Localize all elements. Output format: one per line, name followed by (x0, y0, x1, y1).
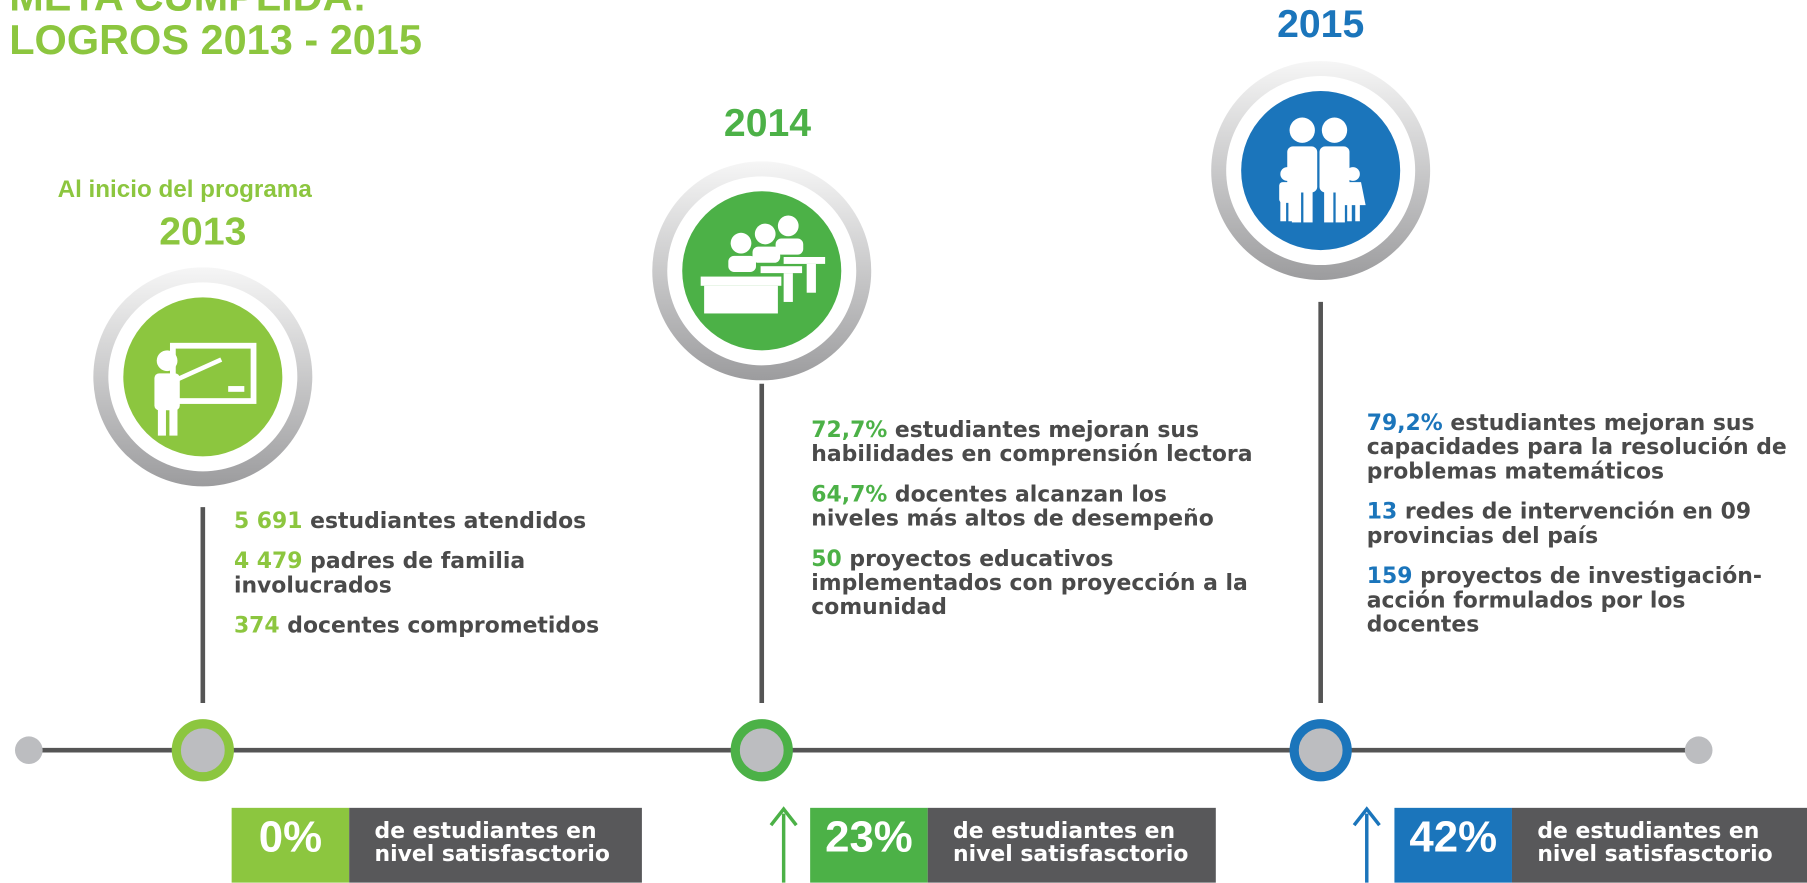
title-line: META CUMPLIDA: (9, 0, 422, 18)
achievement-text: estudiantes mejoran sus habilidades en c… (811, 417, 1253, 467)
year: 2014 (723, 101, 812, 146)
achievement: 13 redes de intervención en 09 provincia… (1367, 500, 1793, 548)
achievement-text: estudiantes mejoran sus capacidades para… (1366, 410, 1787, 485)
achievement: 72,7% estudiantes mejoran sus habilidade… (811, 418, 1260, 466)
end-dot (14, 736, 43, 765)
achievement-number: 13 (1366, 498, 1398, 525)
year: 2013 (159, 209, 247, 254)
achievement-number: 5 691 (233, 508, 303, 534)
subtitle: Al inicio del programa (57, 176, 312, 203)
result-percent: 23% (810, 807, 928, 883)
achievement-text: redes de intervención en 09 provincias d… (1366, 498, 1752, 549)
arrow-head (1352, 806, 1381, 827)
title: META CUMPLIDA: LOGROS 2013 - 2015 (9, 0, 422, 62)
end-dot (1684, 736, 1713, 765)
milestone-items: 72,7% estudiantes mejoran sus habilidade… (811, 418, 1260, 636)
icon-disc (123, 297, 283, 457)
achievement-number: 50 (811, 546, 842, 572)
achievement-number: 4 479 (233, 548, 303, 574)
node (730, 719, 793, 782)
achievement-number: 64,7% (811, 481, 888, 508)
arrow-head (769, 806, 798, 827)
teacher-icon (154, 342, 257, 436)
achievement-number: 79,2% (1366, 410, 1443, 436)
students-icon (700, 215, 826, 314)
milestone-items: 79,2% estudiantes mejoran sus capacidade… (1367, 411, 1793, 653)
milestone-items: 5 691 estudiantes atendidos 4 479 padres … (234, 509, 626, 654)
node (171, 719, 234, 782)
achievement-text: estudiantes atendidos (310, 508, 587, 534)
node (1289, 719, 1352, 782)
result-percent: 0% (231, 807, 350, 883)
achievement: 5 691 estudiantes atendidos (234, 509, 626, 533)
title-line: LOGROS 2013 - 2015 (9, 16, 422, 64)
year: 2015 (1277, 2, 1365, 47)
achievement: 159 proyectos de investigación-acción fo… (1366, 563, 1793, 638)
result-label: de estudiantes en nivel satisfasctorio (349, 807, 642, 883)
result-label: de estudiantes en nivel satisfasctorio (927, 807, 1216, 883)
achievement-text: docentes alcanzan los niveles más altos … (811, 481, 1214, 532)
achievement-text: proyectos de investigación-acción formul… (1366, 563, 1762, 638)
achievement: 50 proyectos educativos implementados co… (811, 547, 1260, 620)
achievement: 79,2% estudiantes mejoran sus capacidade… (1367, 411, 1793, 484)
achievement-number: 374 (233, 613, 280, 639)
achievement-number: 159 (1366, 563, 1413, 589)
result-label: de estudiantes en nivel satisfasctorio (1511, 807, 1807, 883)
achievement-text: proyectos educativos implementados con p… (811, 546, 1248, 621)
result-percent: 42% (1394, 807, 1512, 883)
achievement: 64,7% docentes alcanzan los niveles más … (811, 481, 1260, 532)
family-icon (1279, 117, 1366, 223)
achievement-text: padres de familia involucrados (233, 548, 526, 599)
achievement-number: 72,7% (811, 417, 888, 443)
achievement: 374 docentes comprometidos (234, 614, 626, 638)
achievement-text: docentes comprometidos (287, 613, 600, 639)
achievement: 4 479 padres de familia involucrados (233, 548, 626, 599)
